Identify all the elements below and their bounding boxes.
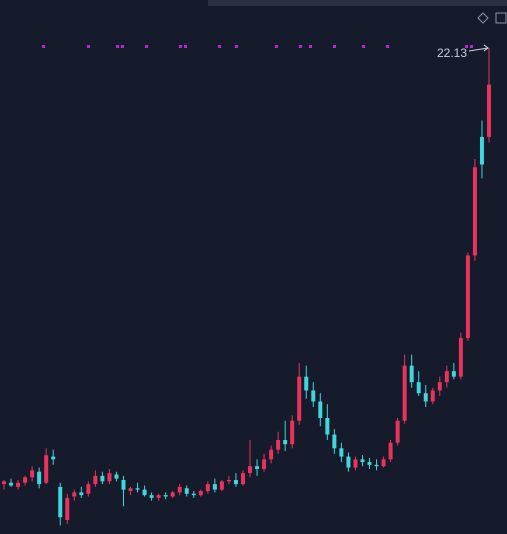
candle-body: [2, 481, 6, 485]
candle-body: [262, 459, 267, 469]
candle-body: [16, 482, 21, 487]
candle-body: [248, 466, 253, 474]
candle-body: [184, 488, 189, 494]
candle-body: [430, 390, 435, 402]
candle-body: [353, 459, 358, 468]
candle-body: [149, 495, 154, 498]
candle-body: [444, 371, 449, 383]
candle-body: [205, 484, 210, 492]
candle-body: [479, 136, 484, 165]
signal-markers: [42, 45, 473, 48]
candle-body: [65, 497, 70, 520]
candle-body: [416, 382, 421, 394]
candle-body: [44, 455, 49, 483]
candle-body: [191, 493, 196, 496]
candle-body: [451, 371, 456, 377]
candle-body: [170, 492, 175, 497]
candle-body: [304, 376, 309, 391]
candle-body: [240, 473, 245, 485]
candle-body: [332, 434, 337, 449]
max-arrow: [468, 47, 489, 52]
candle-body: [114, 474, 119, 479]
max-arrowhead: [483, 44, 489, 52]
candle-body: [37, 471, 42, 485]
candle-body: [9, 482, 14, 486]
candle-body: [198, 491, 203, 496]
candle-body: [290, 420, 295, 445]
max-label: 22.13: [437, 46, 467, 60]
candle-body: [100, 475, 105, 482]
candle-body: [72, 492, 77, 497]
candle-body: [367, 462, 372, 465]
candle-body: [79, 492, 84, 496]
toolbar-icon[interactable]: [477, 12, 489, 24]
candle-body: [437, 382, 442, 391]
candle-body: [374, 464, 379, 467]
candle-body: [219, 481, 224, 490]
candle-body: [458, 338, 463, 377]
candle-body: [163, 495, 168, 497]
candle-body: [226, 479, 231, 482]
candle-body: [177, 486, 182, 493]
candle-body: [360, 459, 365, 463]
candle-body: [339, 448, 344, 457]
candle-body: [93, 475, 98, 485]
toolbar-icon[interactable]: [495, 12, 507, 24]
candle-body: [423, 393, 428, 402]
candle-body: [276, 440, 281, 450]
candle-body: [395, 420, 400, 443]
candle-body: [346, 456, 351, 468]
candle-body: [472, 167, 477, 256]
candle-body: [297, 376, 302, 421]
candle-body: [388, 442, 393, 460]
candle-body: [135, 488, 140, 490]
candle-body: [128, 488, 133, 492]
candle-body: [23, 477, 28, 483]
candle-body: [318, 401, 323, 418]
candle-body: [283, 440, 288, 445]
candle-body: [325, 417, 330, 435]
candle-body: [212, 484, 217, 490]
candle-body: [487, 84, 491, 137]
candle-body: [311, 390, 316, 402]
toolbar: [208, 0, 507, 6]
candle-body: [30, 470, 35, 478]
candle-body: [86, 484, 91, 494]
candle-body: [269, 449, 274, 460]
candle-body: [465, 255, 470, 339]
candle-body: [255, 466, 260, 469]
candle-body: [51, 456, 56, 460]
candle-body: [142, 489, 147, 496]
candle-body: [107, 473, 112, 482]
candle-body: [58, 486, 63, 518]
candle-body: [121, 479, 126, 490]
candle-body: [409, 365, 414, 383]
candle-body: [381, 459, 386, 467]
candle-body: [402, 365, 407, 421]
candle-body: [233, 479, 238, 485]
candle-body: [156, 495, 161, 498]
